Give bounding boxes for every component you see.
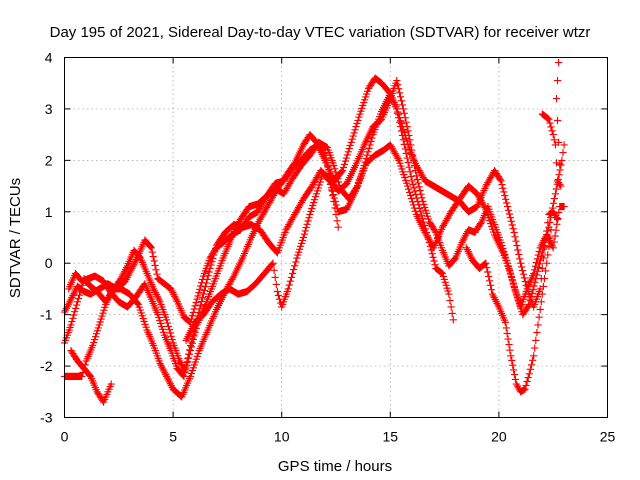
x-tick-label: 25	[600, 429, 616, 445]
plot-frame	[64, 57, 608, 418]
y-tick-label: -1	[40, 307, 53, 323]
data-point-markers	[67, 347, 115, 406]
data-point-markers	[182, 169, 342, 344]
y-tick-label: 4	[45, 50, 53, 66]
y-tick-label: -2	[40, 358, 53, 374]
y-tick-label: 3	[45, 101, 53, 117]
chart-title: Day 195 of 2021, Sidereal Day-to-day VTE…	[50, 24, 591, 41]
x-tick-label: 10	[274, 429, 290, 445]
data-point-markers	[60, 74, 562, 401]
data-point-markers	[462, 226, 555, 396]
x-axis-label: GPS time / hours	[278, 458, 392, 475]
data-point-markers	[60, 89, 457, 375]
series-track-2	[60, 74, 562, 401]
y-tick-label: 0	[45, 255, 53, 271]
x-tick-label: 20	[491, 429, 507, 445]
axis-ticks: 0 5 10 15 20 25 -3 -2 -1 0 1 2 3 4	[40, 50, 615, 445]
series-track-1	[60, 89, 457, 375]
y-axis-label: SDTVAR / TECUs	[7, 178, 24, 298]
x-tick-label: 15	[383, 429, 399, 445]
y-tick-label: 1	[45, 204, 53, 220]
series-track-5	[67, 347, 115, 406]
y-tick-label: -3	[40, 410, 53, 426]
data-points	[60, 59, 568, 406]
series-track-8	[538, 59, 565, 190]
x-tick-label: 0	[61, 429, 69, 445]
data-point-markers	[538, 59, 565, 190]
grid-lines	[64, 57, 608, 418]
series-track-6	[182, 169, 342, 344]
y-tick-label: 2	[45, 152, 53, 168]
series-track-7	[462, 226, 555, 396]
x-tick-label: 5	[169, 429, 177, 445]
